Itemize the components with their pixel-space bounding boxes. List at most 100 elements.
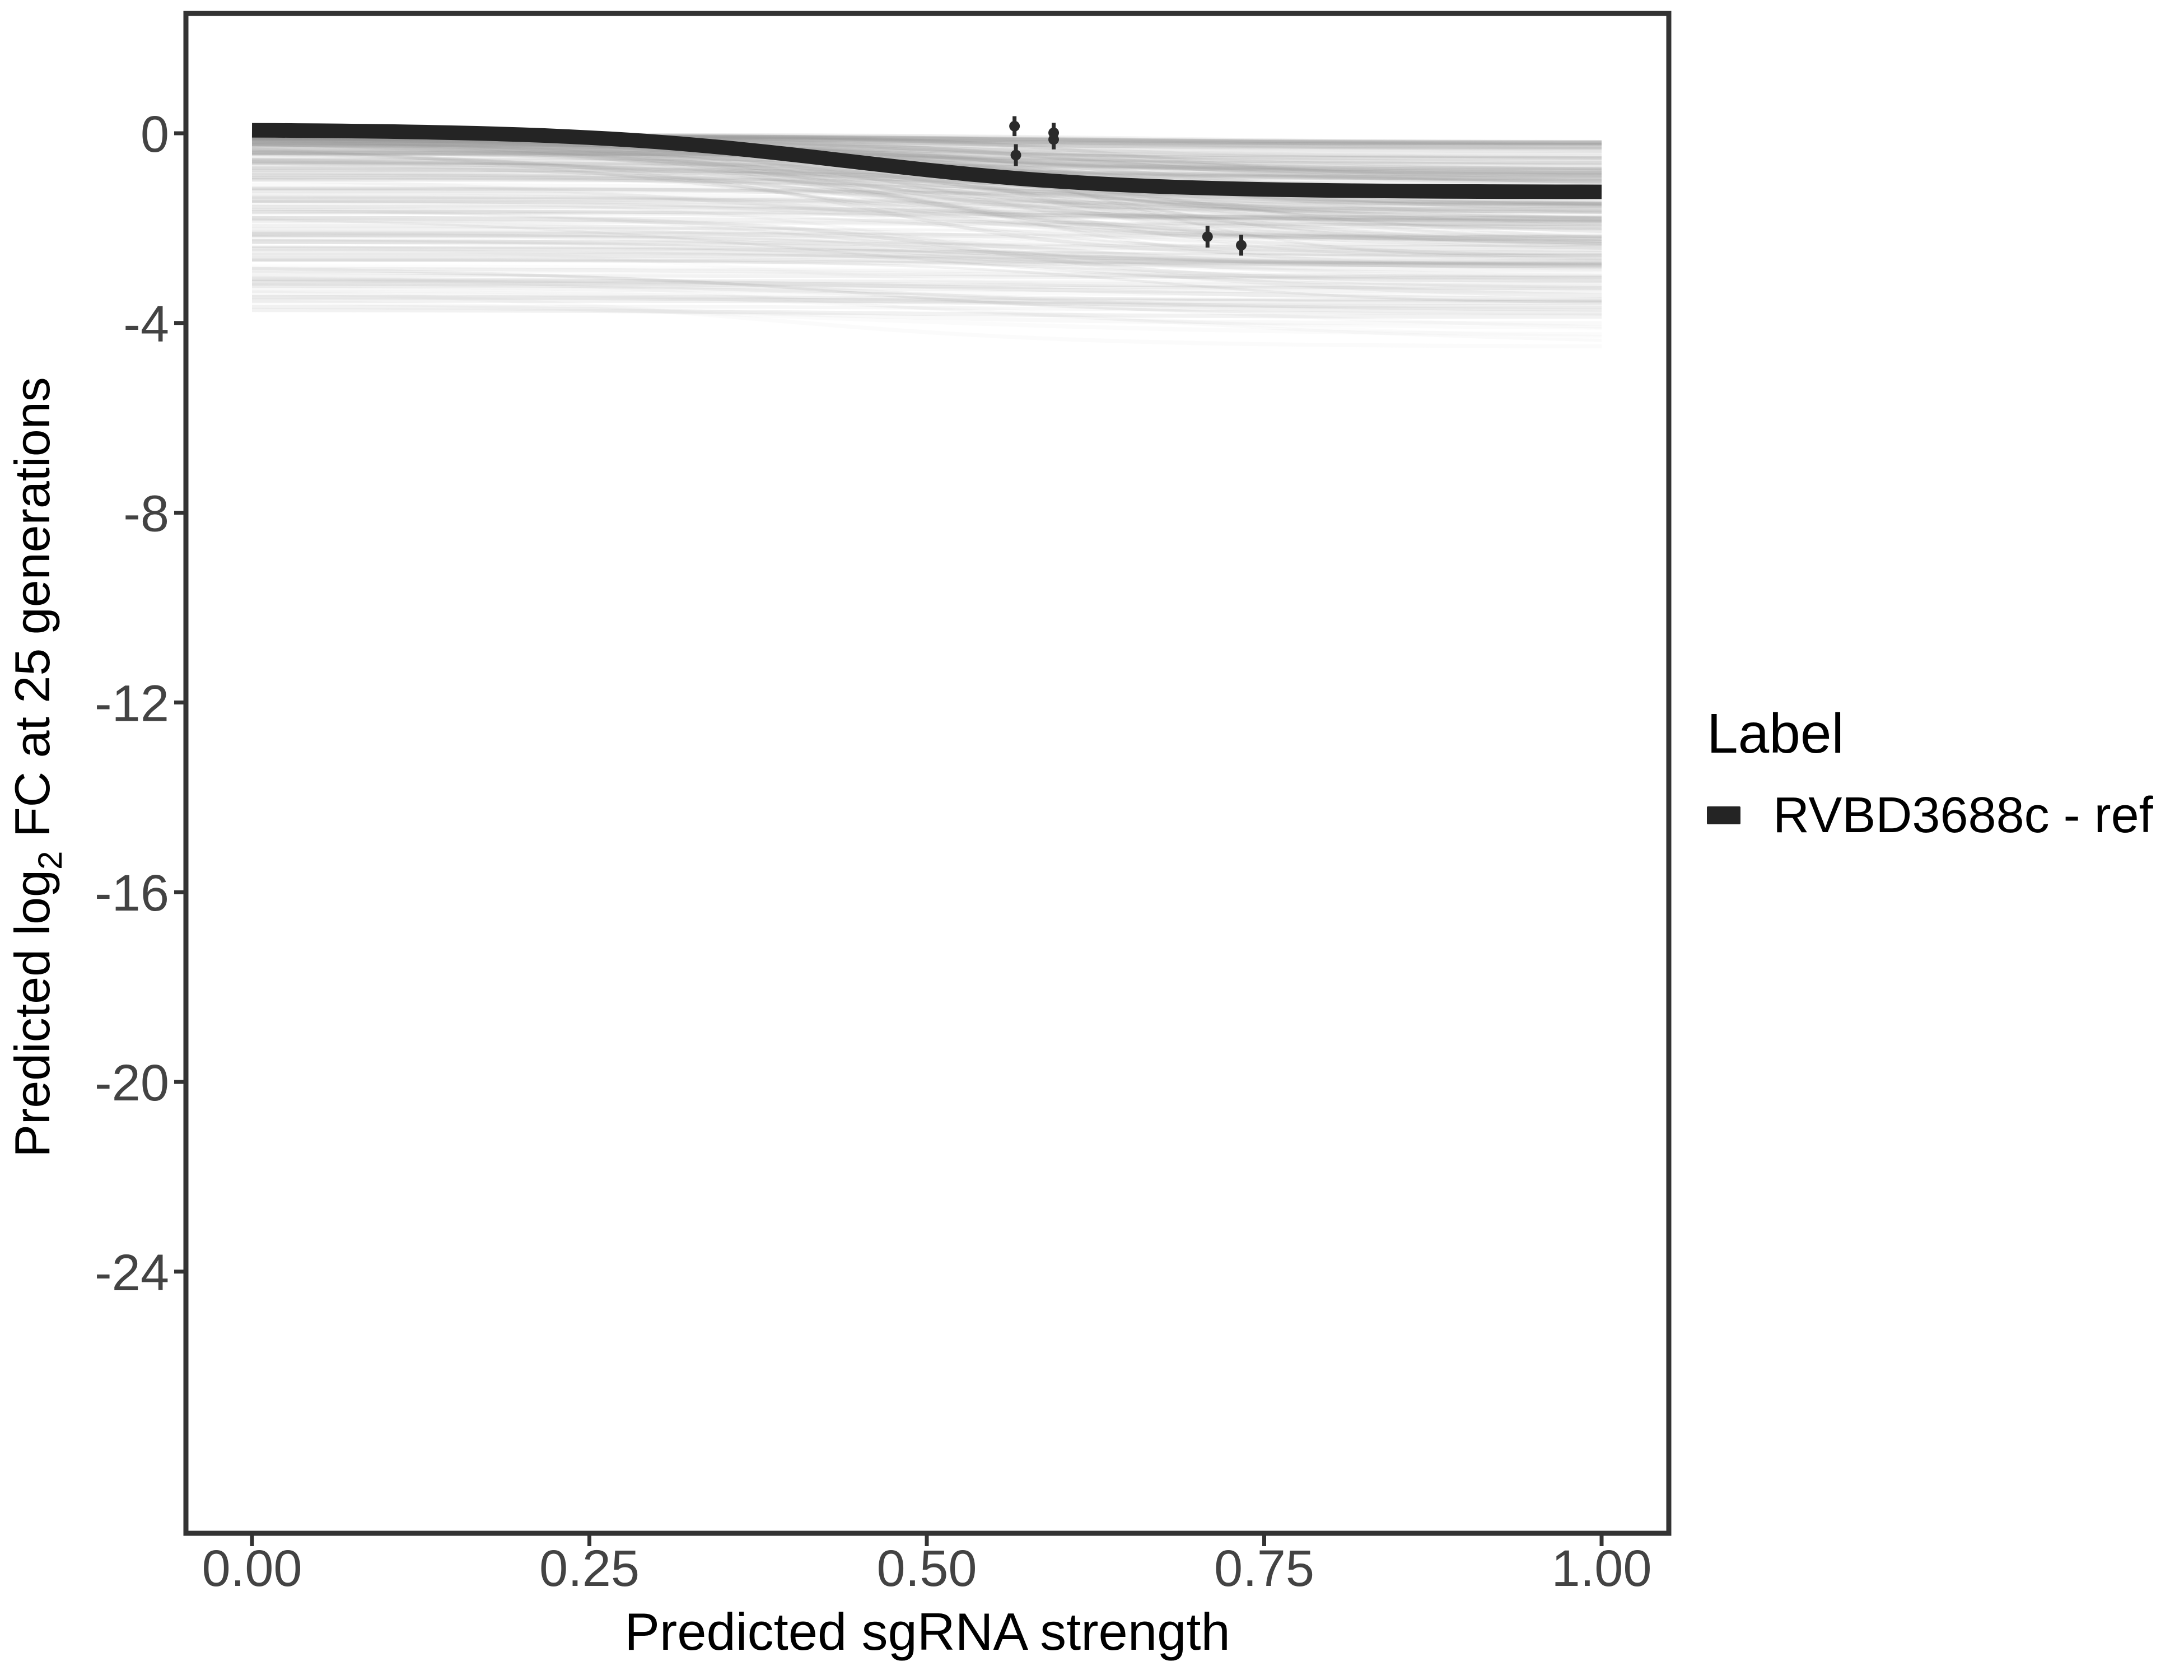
ensemble-curve (251, 138, 1602, 246)
ensemble-curve (251, 230, 1602, 238)
y-tick-label: -12 (95, 675, 169, 732)
ensemble-curve (252, 246, 1602, 298)
ensemble-curve (251, 141, 1602, 208)
ensemble-curve (251, 136, 1602, 187)
ensemble-curve (252, 294, 1602, 302)
pointranges (1009, 116, 1247, 256)
ensemble-curve (252, 199, 1602, 211)
ensemble-curve (252, 258, 1602, 265)
ensemble-curve (251, 149, 1602, 171)
ensemble-curve (251, 304, 1602, 326)
ensemble-curve (251, 178, 1602, 246)
ensemble-curve (251, 283, 1602, 303)
y-tick-label: 0 (141, 106, 169, 163)
ensemble-curve (252, 223, 1602, 256)
pointrange (1236, 235, 1247, 256)
ensemble-curve (251, 138, 1602, 221)
ensemble-stray-curve (251, 300, 1602, 337)
ensemble-curve (251, 270, 1602, 315)
ensemble-curve (251, 134, 1602, 242)
ensemble-curve (251, 200, 1602, 247)
ensemble-curve (251, 209, 1602, 265)
ensemble-curve (252, 204, 1602, 225)
ensemble-curve (252, 251, 1602, 264)
ensemble-curve (252, 151, 1602, 164)
ensemble-stray-curve (251, 290, 1602, 342)
ensemble-curve (251, 138, 1602, 150)
ensemble-curve (251, 258, 1602, 267)
ensemble-curve (251, 173, 1602, 223)
ensemble-curve (252, 247, 1602, 258)
ensemble-curve (252, 145, 1602, 157)
ensemble-curve (251, 150, 1602, 218)
x-tick-label: 0.50 (876, 1540, 977, 1597)
ensemble-curve (252, 194, 1602, 206)
point-dot (1202, 231, 1213, 242)
pointrange (1202, 226, 1213, 248)
ensemble-curve (251, 216, 1602, 283)
x-tick-label: 0.75 (1214, 1540, 1314, 1597)
ensemble-curve (251, 143, 1602, 172)
y-axis: 0 -4 -8 -12 -16 -20 -24 (95, 106, 186, 1301)
ensemble-curve (252, 273, 1602, 280)
ensemble-curve (251, 208, 1602, 222)
ensemble-curve (251, 152, 1602, 166)
ensemble-curve (251, 232, 1602, 272)
ensemble-curve (251, 141, 1602, 208)
y-tick-label: -16 (95, 865, 169, 922)
ensemble-curve (251, 141, 1602, 260)
ensemble-stray-curve (251, 221, 1602, 268)
ensemble-curve (251, 142, 1602, 208)
pointrange (1048, 129, 1060, 150)
ensemble-curve (252, 253, 1602, 268)
y-tick-label: -8 (123, 486, 169, 543)
point-dot (1010, 150, 1021, 161)
ensemble-stray-curve (251, 284, 1602, 329)
ensemble-curve (252, 283, 1602, 293)
ensemble-stray-curve (251, 276, 1602, 330)
ensemble-curve (251, 139, 1602, 226)
ensemble-curve (252, 282, 1602, 287)
ensemble-curve (252, 153, 1602, 165)
ensemble-curve (252, 139, 1602, 150)
ensemble-curve (252, 212, 1602, 255)
ensemble-curve (252, 141, 1602, 230)
x-axis: 0.00 0.25 0.50 0.75 1.00 (202, 1533, 1652, 1597)
ensemble-curve (251, 138, 1602, 160)
ensemble-curve (251, 270, 1602, 283)
ensemble-curve (252, 304, 1602, 312)
ensemble-curve (251, 136, 1602, 238)
ensemble-curve (252, 239, 1602, 269)
ensemble-curve (252, 186, 1602, 212)
ensemble-curve (251, 144, 1602, 171)
pointrange (1009, 116, 1020, 137)
ensemble-curve (252, 232, 1602, 240)
ensemble-curve (251, 137, 1602, 239)
ensemble-curve (251, 249, 1602, 264)
ensemble-curve (251, 216, 1602, 227)
ensemble-curve (252, 150, 1602, 175)
ensemble-curve (251, 141, 1602, 165)
ensemble-curve (251, 166, 1602, 258)
ensemble-curve (252, 219, 1602, 230)
ensemble-curve (251, 290, 1602, 309)
ensemble-curve (251, 142, 1602, 172)
ensemble-curve (252, 210, 1602, 223)
ensemble-curve (251, 226, 1602, 238)
ensemble-curve (251, 136, 1602, 174)
x-tick-label: 1.00 (1551, 1540, 1651, 1597)
ensemble-curve (252, 267, 1602, 279)
reference-curve (251, 123, 1602, 199)
ensemble-curve (251, 137, 1602, 233)
ensemble-curve (252, 256, 1602, 277)
ensemble-curve (251, 137, 1602, 245)
ensemble-curve (251, 166, 1602, 214)
ensemble-curve (252, 144, 1602, 158)
ensemble-curve (252, 279, 1602, 285)
ensemble-curve (252, 218, 1602, 226)
ensemble-curve (252, 278, 1602, 287)
legend-key-line (1707, 806, 1740, 824)
y-tick-label: -24 (95, 1244, 169, 1301)
ensemble-stray-curve (251, 290, 1602, 349)
